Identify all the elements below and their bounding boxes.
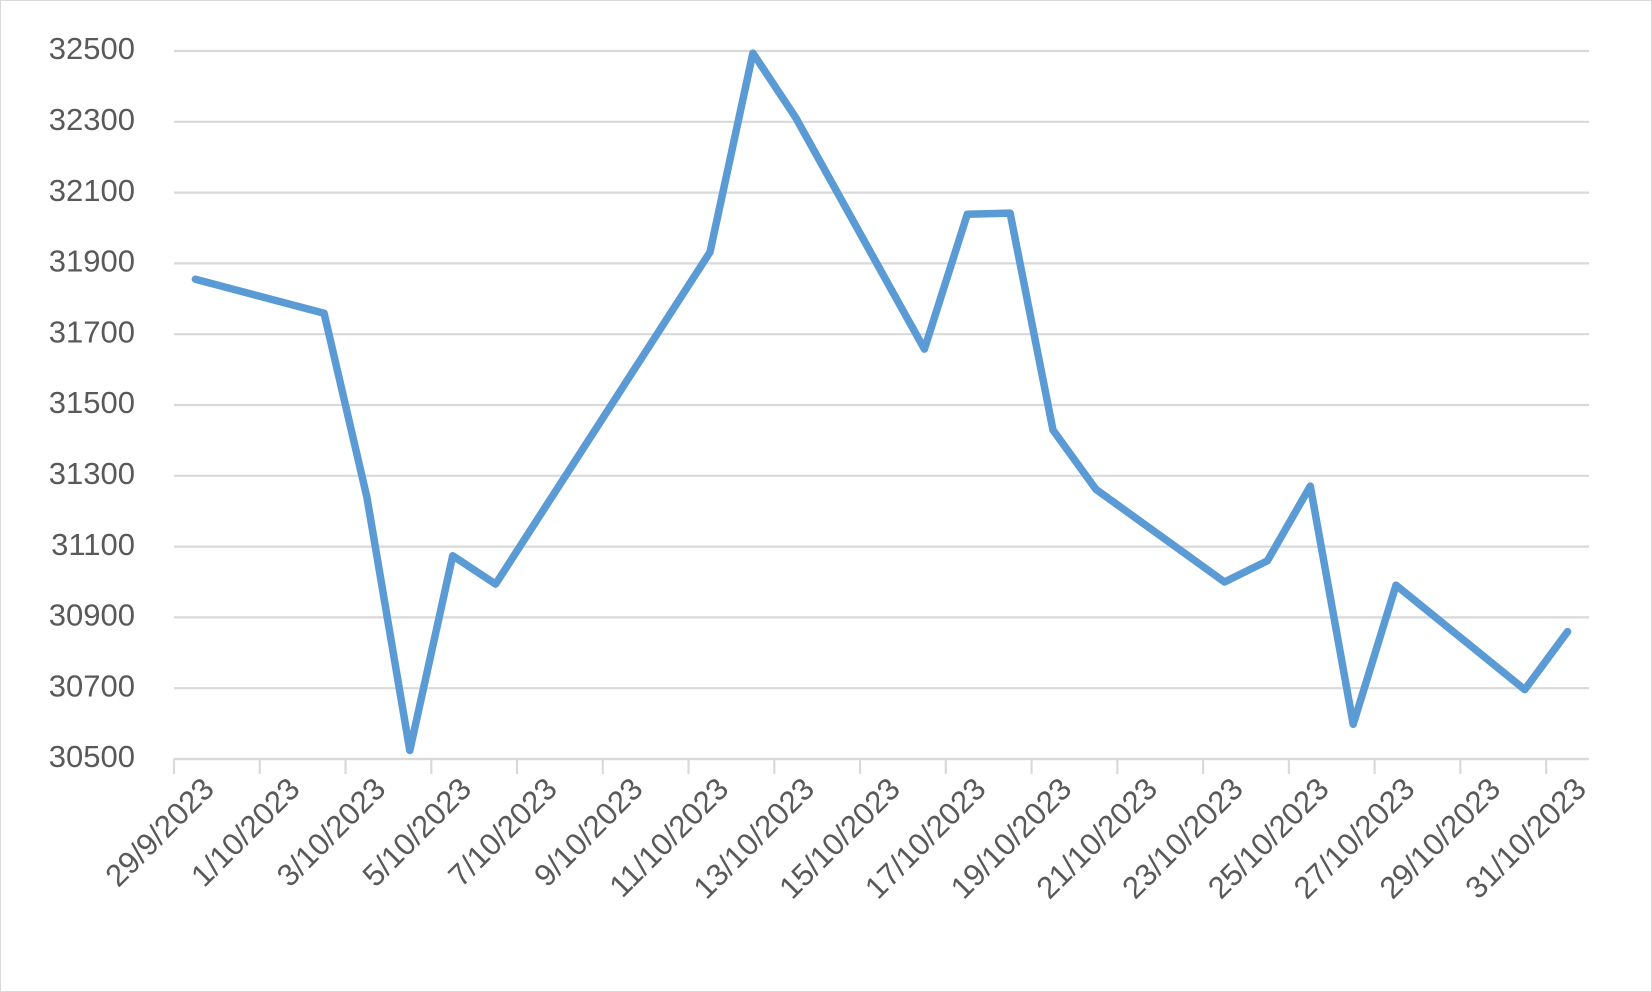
y-tick-label: 30500 <box>49 739 135 774</box>
y-tick-label: 32100 <box>49 173 135 208</box>
y-tick-label: 32300 <box>49 102 135 137</box>
y-tick-label: 31300 <box>49 456 135 491</box>
y-tick-label: 31700 <box>49 314 135 349</box>
y-tick-label: 31500 <box>49 385 135 420</box>
y-tick-label: 31900 <box>49 244 135 279</box>
y-tick-label: 30900 <box>49 598 135 633</box>
data-line <box>191 49 1572 755</box>
y-tick-label: 31100 <box>51 527 135 562</box>
y-tick-label: 32500 <box>49 31 135 66</box>
y-tick-label: 30700 <box>49 668 135 703</box>
